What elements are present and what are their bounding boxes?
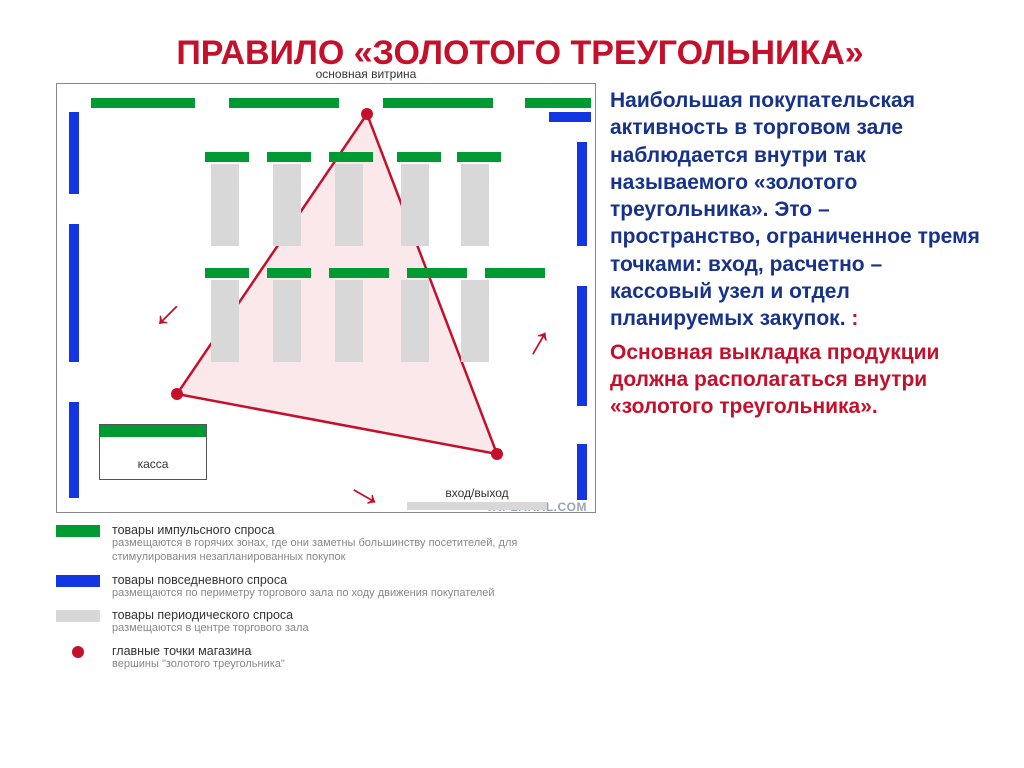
h-blue-bar (549, 112, 591, 122)
shelf (461, 164, 489, 246)
legend-row: товары повседневного спросаразмещаются п… (56, 573, 596, 601)
legend-swatch (56, 610, 100, 622)
legend-text: товары периодического спросаразмещаются … (112, 608, 309, 636)
legend-text: товары импульсного спросаразмещаются в г… (112, 523, 596, 565)
kassa-box: касса (99, 424, 207, 480)
h-green-bar (383, 98, 493, 108)
content-row: основная витрина касса вход/выход YAPLAK… (56, 83, 984, 680)
legend-text: товары повседневного спросаразмещаются п… (112, 573, 495, 601)
left-column: основная витрина касса вход/выход YAPLAK… (56, 83, 596, 680)
trailing-colon: : (851, 307, 858, 330)
v-blue-bar (69, 112, 79, 194)
legend-swatch (56, 525, 100, 537)
v-blue-bar (577, 286, 587, 406)
shelf (335, 280, 363, 362)
shelf (273, 164, 301, 246)
kassa-label: касса (100, 457, 206, 471)
shelf (401, 280, 429, 362)
flow-arrow-icon: → (143, 290, 202, 349)
page-title: ПРАВИЛО «ЗОЛОТОГО ТРЕУГОЛЬНИКА» (56, 34, 984, 73)
h-green-bar (205, 152, 249, 162)
legend-title: товары повседневного спроса (112, 573, 495, 587)
h-green-bar (525, 98, 591, 108)
entrance-label: вход/выход (417, 486, 537, 500)
legend-row: товары периодического спросаразмещаются … (56, 608, 596, 636)
shelf (211, 164, 239, 246)
shelf (335, 164, 363, 246)
h-green-bar (229, 98, 339, 108)
body-text-1: Наибольшая покупательская активность в т… (610, 87, 984, 333)
h-green-bar (267, 152, 311, 162)
legend-title: главные точки магазина (112, 644, 285, 658)
shelf (461, 280, 489, 362)
flow-arrow-icon: → (339, 461, 396, 518)
h-grey-bar (407, 502, 547, 510)
flow-arrow-icon: → (504, 311, 561, 368)
shelf (401, 164, 429, 246)
legend-swatch (56, 575, 100, 587)
store-floorplan: касса вход/выход YAPLAKAL.COM →→→ (56, 83, 596, 513)
h-green-bar (91, 98, 195, 108)
h-green-bar (457, 152, 501, 162)
legend-swatch (72, 646, 84, 658)
label-top: основная витрина (286, 67, 446, 81)
h-green-bar (397, 152, 441, 162)
h-green-bar (485, 268, 545, 278)
body-text-1-content: Наибольшая покупательская активность в т… (610, 89, 980, 330)
v-blue-bar (577, 142, 587, 246)
right-column: Наибольшая покупательская активность в т… (610, 83, 984, 680)
v-blue-bar (577, 444, 587, 500)
v-blue-bar (69, 402, 79, 498)
h-green-bar (205, 268, 249, 278)
v-blue-bar (69, 224, 79, 362)
h-green-bar (329, 152, 373, 162)
shelf (211, 280, 239, 362)
legend-text: главные точки магазинавершины "золотого … (112, 644, 285, 672)
legend-row: главные точки магазинавершины "золотого … (56, 644, 596, 672)
h-green-bar (407, 268, 467, 278)
h-green-bar (329, 268, 389, 278)
legend-title: товары периодического спроса (112, 608, 309, 622)
legend-title: товары импульсного спроса (112, 523, 596, 537)
legend-subtitle: размещаются в центре торгового зала (112, 622, 309, 636)
body-text-2: Основная выкладка продукции должна распо… (610, 339, 984, 421)
legend-subtitle: вершины "золотого треугольника" (112, 658, 285, 672)
page: ПРАВИЛО «ЗОЛОТОГО ТРЕУГОЛЬНИКА» основная… (0, 0, 1024, 768)
h-green-bar (267, 268, 311, 278)
kassa-top-bar (100, 425, 206, 437)
legend-subtitle: размещаются в горячих зонах, где они зам… (112, 537, 596, 565)
legend: товары импульсного спросаразмещаются в г… (56, 523, 596, 672)
legend-row: товары импульсного спросаразмещаются в г… (56, 523, 596, 565)
shelf (273, 280, 301, 362)
diagram-wrap: основная витрина касса вход/выход YAPLAK… (56, 83, 596, 513)
legend-subtitle: размещаются по периметру торгового зала … (112, 587, 495, 601)
